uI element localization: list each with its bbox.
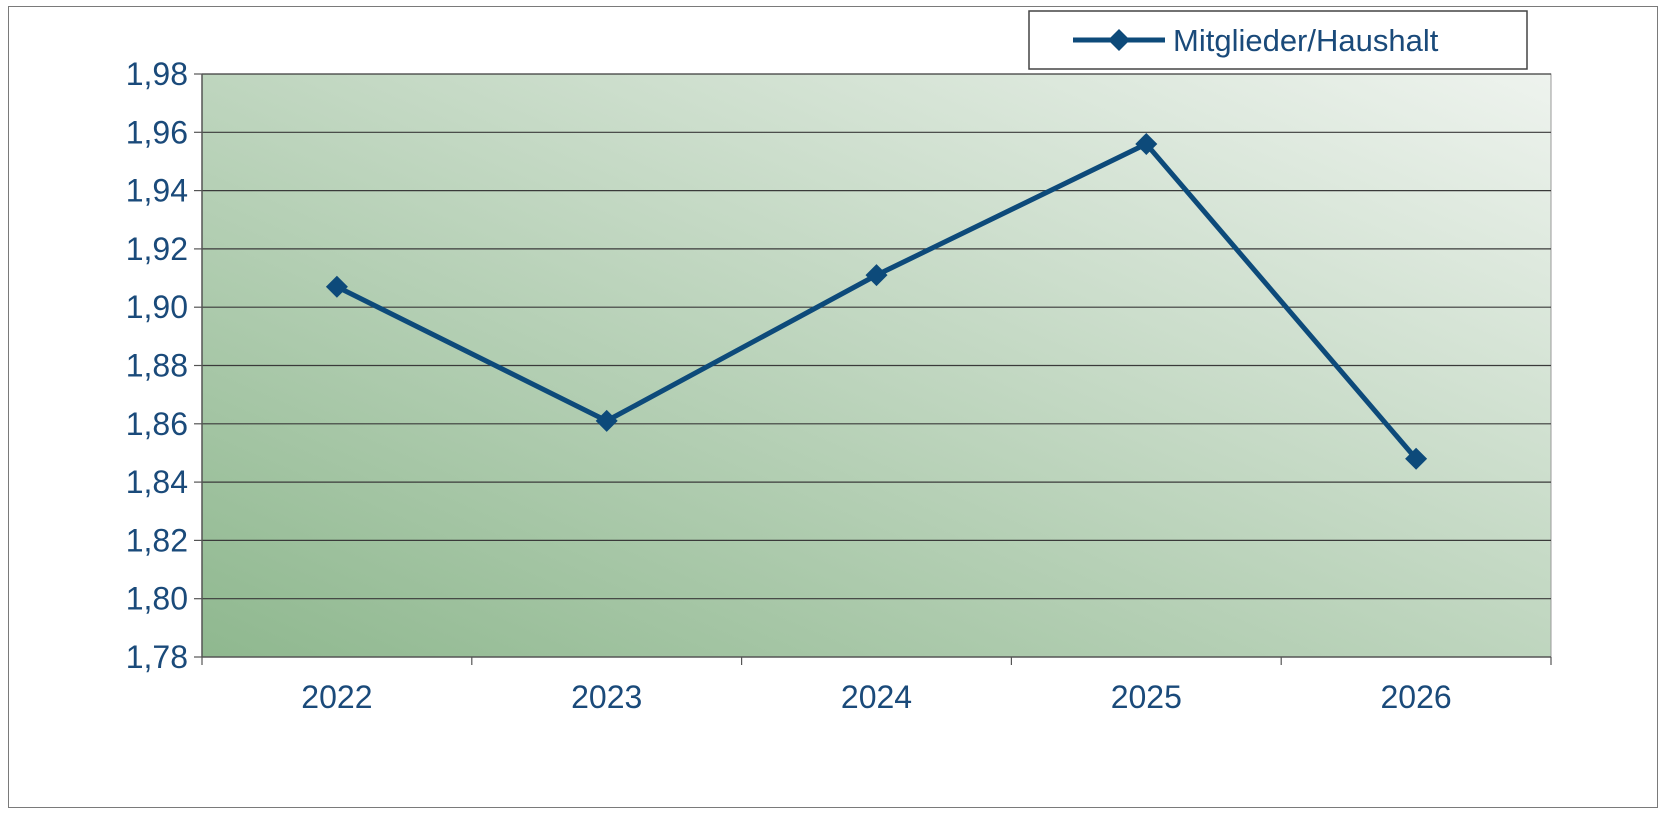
line-chart: 1,78 1,80 1,82 1,84 1,86 1,88 1,90 1,92 1,94 1,96… bbox=[126, 10, 1552, 715]
legend-box bbox=[1028, 10, 1528, 70]
y-tick-label: 1,96 bbox=[126, 114, 188, 150]
x-tick-label: 2026 bbox=[1381, 679, 1452, 715]
y-tick-label: 1,98 bbox=[126, 56, 188, 92]
y-tick-label: 1,88 bbox=[126, 348, 188, 384]
x-tick-label: 2022 bbox=[301, 679, 372, 715]
y-tick-label: 1,78 bbox=[126, 639, 188, 675]
legend: Mitglieder/Haushalt bbox=[1028, 10, 1528, 70]
data-point-marker bbox=[595, 409, 618, 432]
y-tick-label: 1,94 bbox=[126, 173, 188, 209]
chart-frame: 1,78 1,80 1,82 1,84 1,86 1,88 1,90 1,92 1,94 1,96… bbox=[8, 6, 1658, 808]
x-tick-label: 2025 bbox=[1111, 679, 1182, 715]
data-point-marker bbox=[1135, 132, 1158, 155]
data-point-marker bbox=[1405, 447, 1428, 470]
y-tick-label: 1,80 bbox=[126, 581, 188, 617]
gridlines bbox=[194, 73, 1551, 658]
y-tick-label: 1,82 bbox=[126, 522, 188, 558]
y-tick-label: 1,86 bbox=[126, 406, 188, 442]
legend-diamond-marker bbox=[1108, 29, 1130, 51]
y-tick-labels: 1,78 1,80 1,82 1,84 1,86 1,88 1,90 1,92 1,94 1,96… bbox=[126, 56, 188, 675]
x-tick-labels: 2022 2023 2024 2025 2026 bbox=[301, 679, 1451, 715]
x-tick-label: 2023 bbox=[571, 679, 642, 715]
y-tick-label: 1,92 bbox=[126, 231, 188, 267]
y-tick-label: 1,84 bbox=[126, 464, 188, 500]
x-tick-label: 2024 bbox=[841, 679, 912, 715]
series-layer bbox=[325, 132, 1428, 470]
y-tick-label: 1,90 bbox=[126, 289, 188, 325]
data-point-marker bbox=[865, 264, 888, 287]
data-point-marker bbox=[325, 275, 348, 298]
legend-label: Mitglieder/Haushalt bbox=[1173, 23, 1439, 58]
axes bbox=[201, 74, 1552, 665]
